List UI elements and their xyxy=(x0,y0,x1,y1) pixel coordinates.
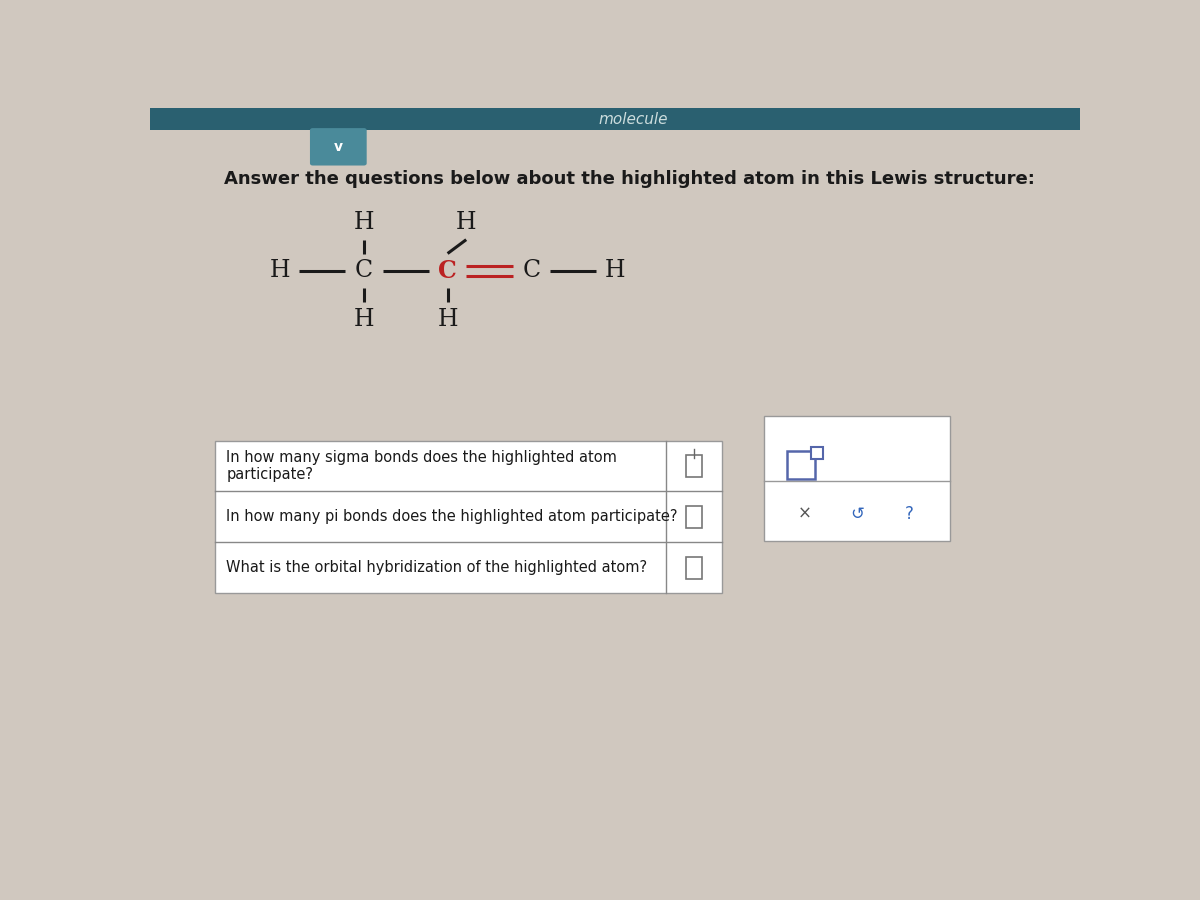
Text: Answer the questions below about the highlighted atom in this Lewis structure:: Answer the questions below about the hig… xyxy=(224,170,1036,188)
FancyBboxPatch shape xyxy=(811,447,823,460)
Text: ↺: ↺ xyxy=(850,505,864,523)
Text: What is the orbital hybridization of the highlighted atom?: What is the orbital hybridization of the… xyxy=(227,560,647,575)
FancyBboxPatch shape xyxy=(150,108,1080,130)
Text: H: H xyxy=(270,259,290,283)
Text: ×: × xyxy=(798,505,811,523)
FancyBboxPatch shape xyxy=(310,128,367,166)
Text: H: H xyxy=(437,308,458,331)
FancyBboxPatch shape xyxy=(215,441,722,593)
Text: In how many sigma bonds does the highlighted atom
participate?: In how many sigma bonds does the highlig… xyxy=(227,450,617,482)
Text: molecule: molecule xyxy=(599,112,668,127)
Text: v: v xyxy=(334,140,343,154)
Text: C: C xyxy=(438,259,457,283)
Text: C: C xyxy=(522,259,540,283)
Text: C: C xyxy=(355,259,373,283)
Text: ?: ? xyxy=(905,505,913,523)
Text: In how many pi bonds does the highlighted atom participate?: In how many pi bonds does the highlighte… xyxy=(227,509,678,525)
Text: H: H xyxy=(456,211,476,234)
Text: H: H xyxy=(354,211,374,234)
Text: H: H xyxy=(354,308,374,331)
FancyBboxPatch shape xyxy=(764,417,950,541)
Text: H: H xyxy=(605,259,625,283)
